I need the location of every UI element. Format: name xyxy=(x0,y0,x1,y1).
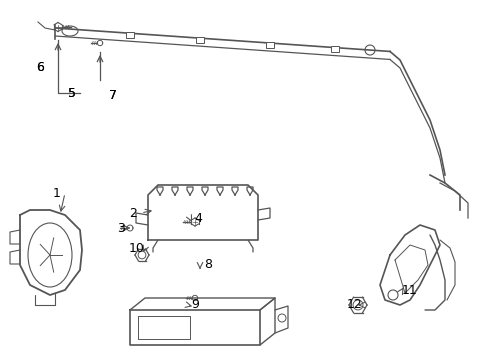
Text: 6: 6 xyxy=(36,60,44,73)
Text: 4: 4 xyxy=(194,212,202,225)
Bar xyxy=(266,42,274,48)
Text: 7: 7 xyxy=(109,89,117,102)
Text: 5: 5 xyxy=(68,86,76,99)
Text: 6: 6 xyxy=(36,60,44,73)
Text: 1: 1 xyxy=(53,186,61,199)
Text: 9: 9 xyxy=(191,298,199,311)
Text: 2: 2 xyxy=(129,207,137,220)
Text: 12: 12 xyxy=(347,298,363,311)
Text: 3: 3 xyxy=(117,221,125,234)
Text: 8: 8 xyxy=(204,258,212,271)
Text: 10: 10 xyxy=(129,242,145,255)
Bar xyxy=(126,32,134,38)
Text: 11: 11 xyxy=(402,284,418,297)
Text: 7: 7 xyxy=(109,89,117,102)
Bar xyxy=(196,37,204,43)
Bar xyxy=(331,46,339,53)
Text: 5: 5 xyxy=(68,86,76,99)
